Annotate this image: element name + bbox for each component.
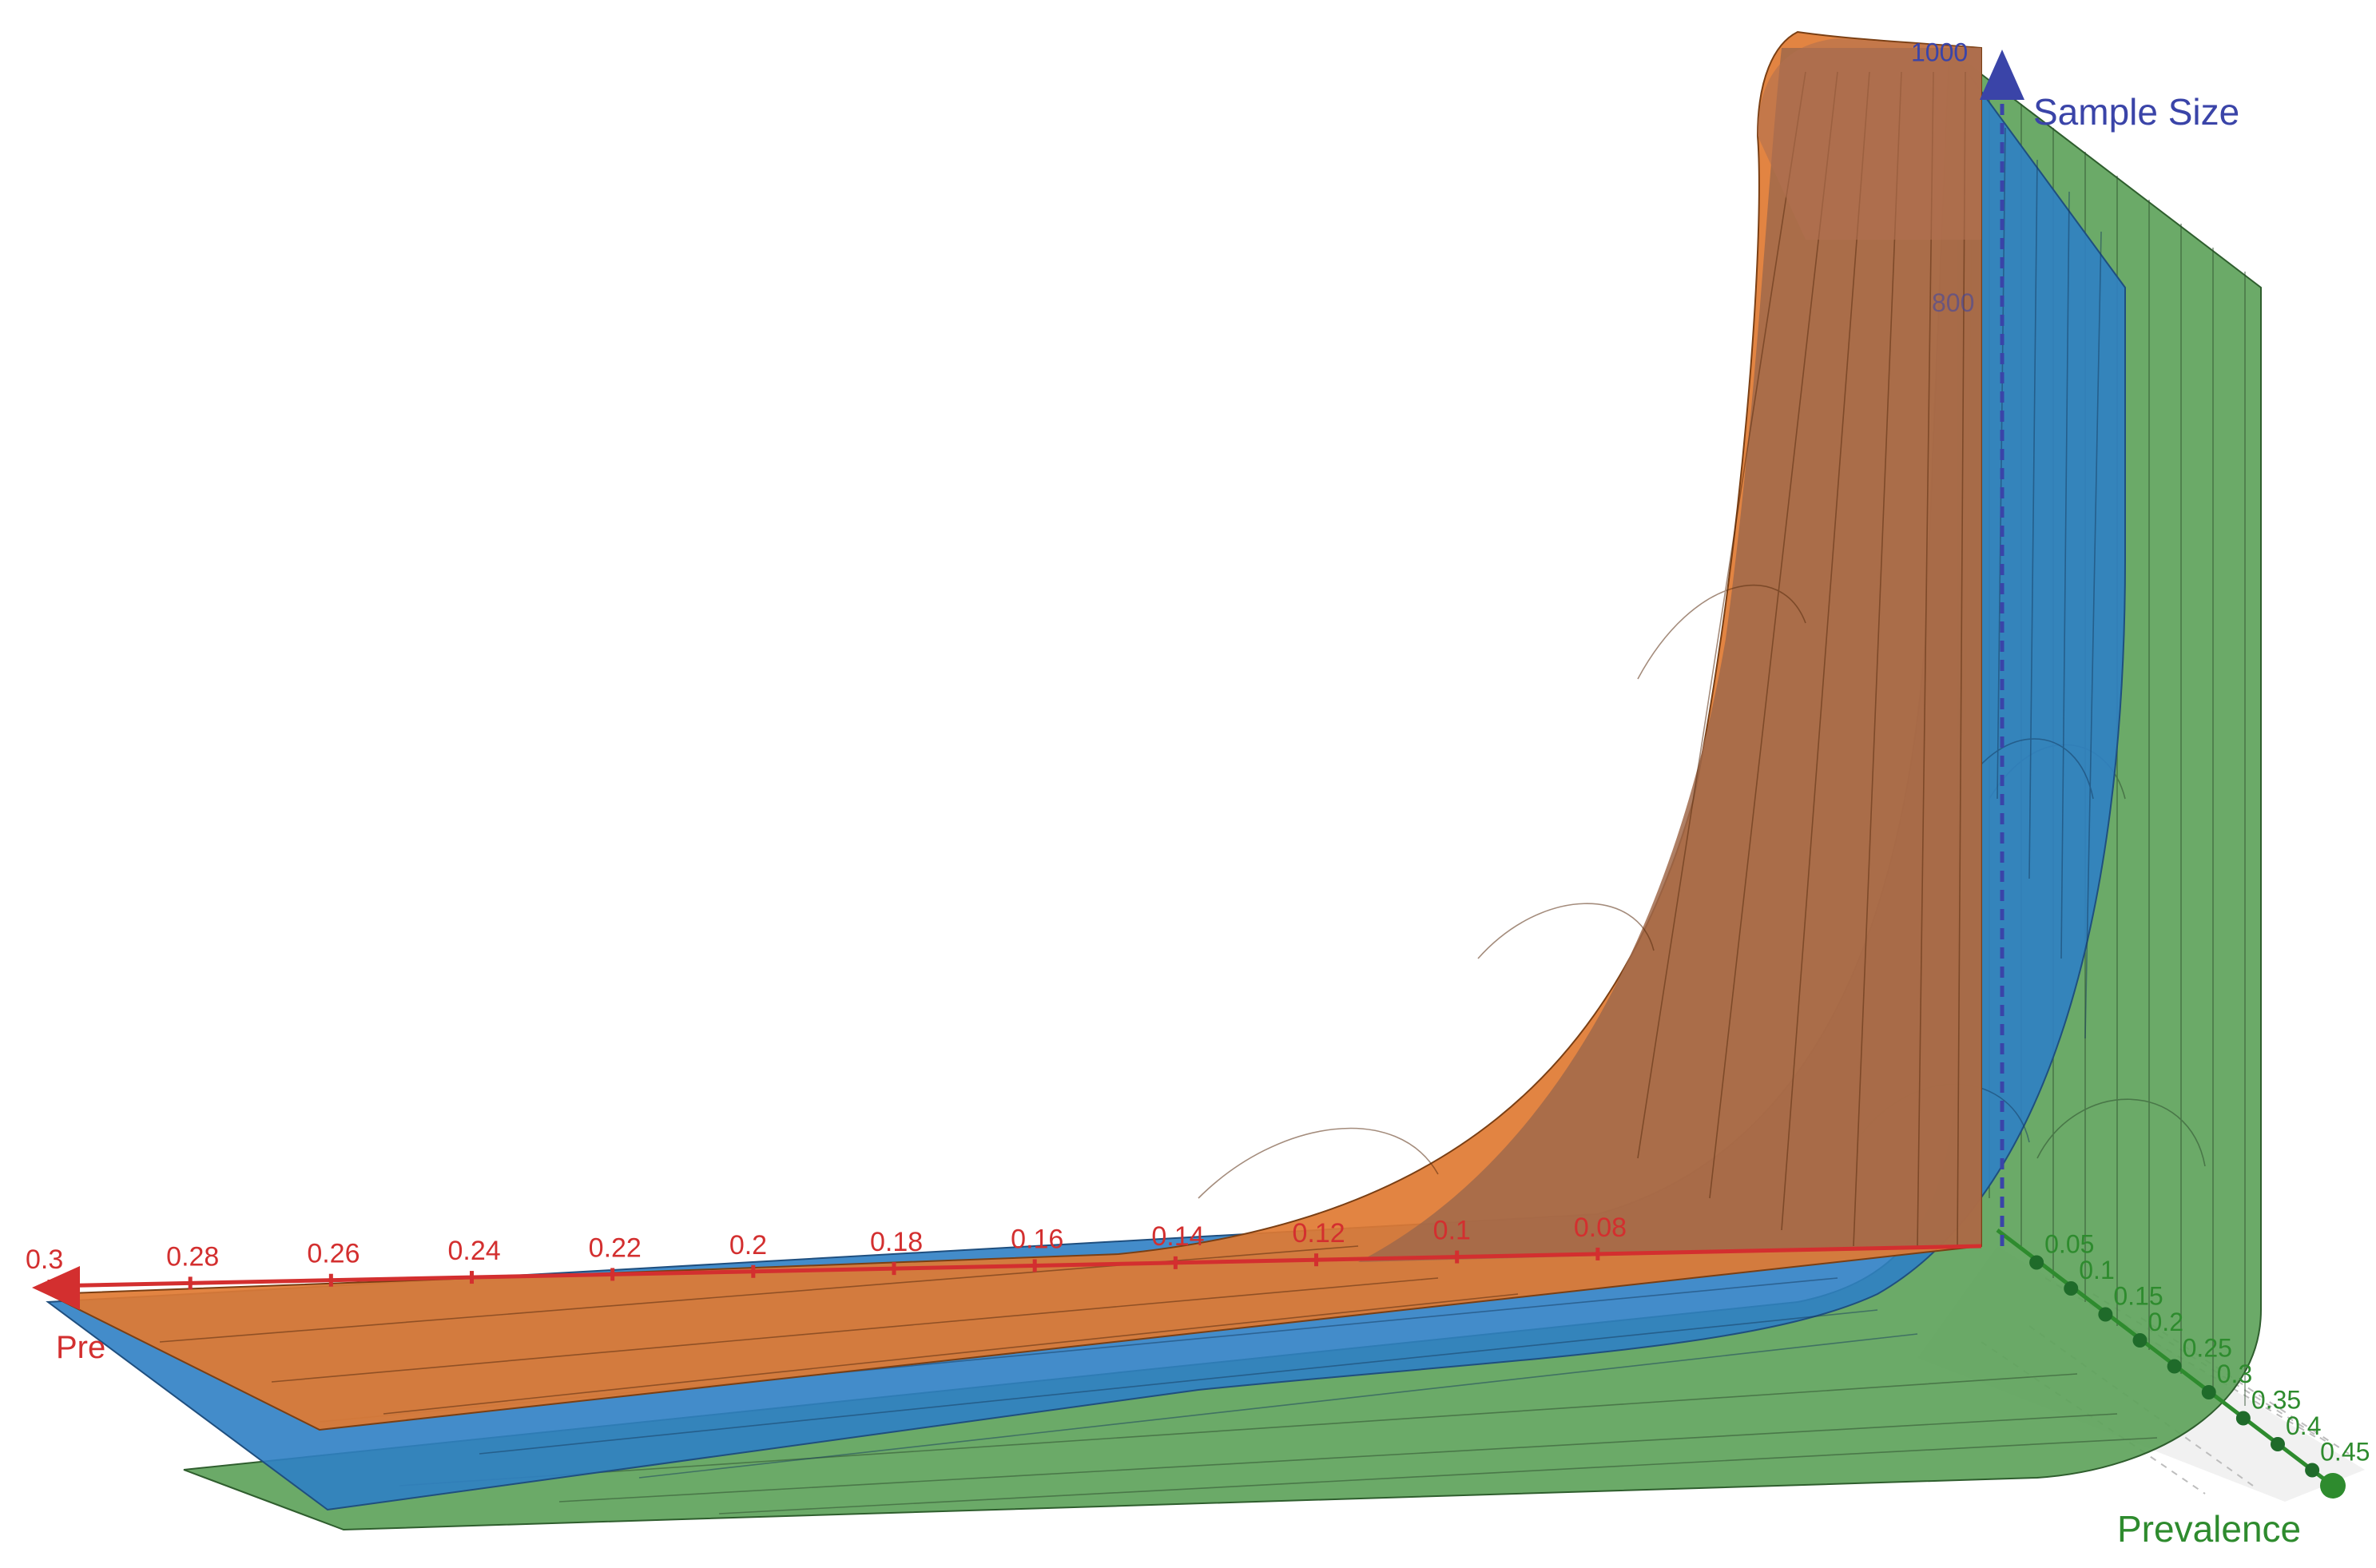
z-tick-label: 800 — [1932, 288, 1974, 317]
x-axis: 0.3 0.28 0.26 0.24 0.22 0.2 0.18 0.16 0.14 0.12 0.… — [26, 1213, 1982, 1365]
z-tick-label: 1000 — [1911, 38, 1968, 67]
y-tick-label: 0.1 — [2079, 1256, 2114, 1284]
x-tick-label: 0.2 — [729, 1230, 767, 1260]
y-tick-label: 0.25 — [2183, 1334, 2232, 1363]
y-tick-mark — [2271, 1437, 2285, 1451]
z-axis: 1000 800 Sample Size — [1911, 38, 2239, 1246]
y-tick-mark — [2029, 1255, 2044, 1270]
y-axis-label: Prevalence — [2117, 1508, 2301, 1550]
y-tick-label: 0.3 — [2217, 1360, 2252, 1388]
x-tick-label: 0.28 — [166, 1241, 219, 1272]
y-axis: 0.050.10.150.20.250.30.350.40.45 Prevale… — [1996, 1229, 2370, 1550]
y-tick-mark — [2064, 1281, 2079, 1296]
y-tick-mark — [2167, 1359, 2182, 1374]
y-tick-label: 0.4 — [2286, 1411, 2321, 1440]
x-tick-label: 0.18 — [870, 1227, 923, 1257]
z-axis-label: Sample Size — [2033, 91, 2239, 133]
x-tick-label: 0.08 — [1574, 1213, 1627, 1243]
y-tick-mark — [2098, 1307, 2113, 1322]
y-tick-mark — [2305, 1463, 2320, 1478]
y-tick-label: 0.35 — [2251, 1386, 2301, 1415]
x-tick-label: 0.1 — [1433, 1216, 1471, 1246]
x-tick-label: 0.22 — [589, 1233, 642, 1263]
y-tick-label: 0.15 — [2113, 1282, 2163, 1311]
x-tick-label: 0.12 — [1293, 1218, 1345, 1248]
y-tick-label: 0.45 — [2320, 1438, 2370, 1467]
y-tick-label: 0.05 — [2044, 1230, 2094, 1259]
y-tick-mark — [2235, 1411, 2251, 1426]
x-tick-label: 0.3 — [26, 1244, 63, 1275]
y-tick-mark — [2201, 1385, 2216, 1399]
x-tick-label: 0.14 — [1151, 1221, 1204, 1252]
x-tick-label: 0.26 — [307, 1239, 360, 1269]
x-axis-label: Pre — [56, 1330, 105, 1365]
x-tick-label: 0.16 — [1011, 1225, 1063, 1255]
y-tick-mark — [2132, 1333, 2148, 1348]
x-tick-label: 0.24 — [448, 1236, 501, 1266]
surface-orange — [47, 30, 1982, 1431]
y-tick-label: 0.2 — [2148, 1308, 2183, 1336]
